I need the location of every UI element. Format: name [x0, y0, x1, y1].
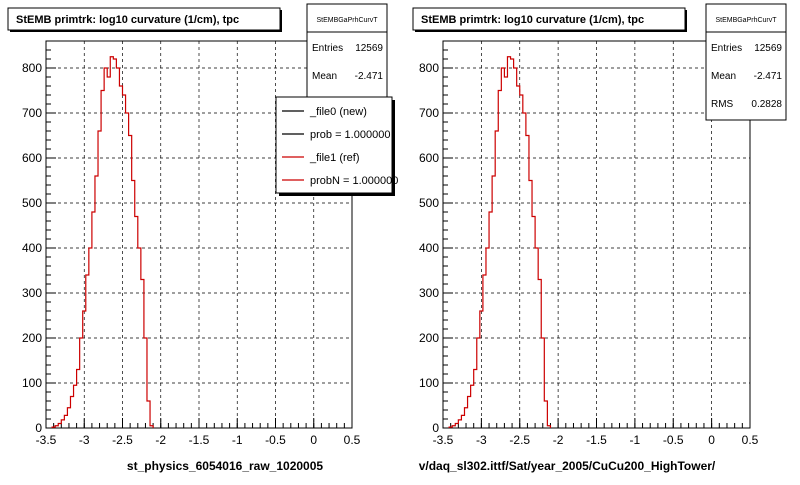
stats-box: [306, 3, 388, 99]
x-tick-label: -2: [155, 433, 166, 447]
legend-entry: probN = 1.000000: [310, 175, 398, 187]
stats-label: Entries: [312, 43, 343, 54]
y-tick-label: 0: [432, 421, 439, 435]
y-tick-label: 400: [22, 241, 42, 255]
y-tick-label: 700: [419, 106, 439, 120]
stats-value: 12569: [754, 43, 782, 54]
stats-label: RMS: [711, 99, 734, 110]
legend-box: [275, 96, 393, 194]
chart-title: StEMB primtrk: log10 curvature (1/cm), t…: [421, 14, 644, 26]
x-tick-label: -0.5: [663, 433, 684, 447]
stats-label: Mean: [312, 71, 337, 82]
stats-value: -2.471: [355, 71, 384, 82]
y-tick-label: 600: [419, 151, 439, 165]
x-tick-label: -0.5: [265, 433, 286, 447]
chart-title: StEMB primtrk: log10 curvature (1/cm), t…: [16, 14, 239, 26]
legend-entry: _file0 (new): [309, 106, 367, 118]
stats-box: [705, 3, 787, 121]
x-axis-label: st_physics_6054016_raw_1020005: [127, 459, 323, 473]
y-tick-label: 700: [22, 106, 42, 120]
legend-entry: prob = 1.000000: [310, 129, 390, 141]
y-tick-label: 200: [419, 331, 439, 345]
chart-pad-0: -3.5 -3 -2.5 -2 -1.5 -1 -0.5 0 0.5 0 100 200 300 400 5…: [7, 3, 398, 473]
y-tick-label: 300: [419, 286, 439, 300]
title-box: [412, 7, 686, 31]
y-tick-label: 400: [419, 241, 439, 255]
x-tick-label: 0: [708, 433, 715, 447]
legend-entry: _file1 (ref): [309, 152, 360, 164]
y-tick-label: 0: [35, 421, 42, 435]
chart-pad-1: -3.5 -3 -2.5 -2 -1.5 -1 -0.5 0 0.5 0 100 200 300 400 5…: [412, 3, 787, 473]
stats-label: Mean: [711, 71, 736, 82]
x-tick-label: -2: [553, 433, 564, 447]
title-box: [7, 7, 281, 31]
x-tick-label: 0: [310, 433, 317, 447]
histogram-series-line: [51, 56, 154, 428]
x-tick-label: -1.5: [586, 433, 607, 447]
stats-name: StEMBGaPrhCurvT: [316, 17, 378, 24]
x-tick-label: -3.5: [36, 433, 57, 447]
stats-label: Entries: [711, 43, 742, 54]
stats-name: StEMBGaPrhCurvT: [715, 17, 777, 24]
x-tick-label: -1.5: [189, 433, 210, 447]
x-tick-label: -2.5: [112, 433, 133, 447]
y-tick-label: 200: [22, 331, 42, 345]
histogram-series-line: [448, 56, 552, 428]
x-axis-label: v/daq_sl302.ittf/Sat/year_2005/CuCu200_H…: [419, 459, 716, 473]
x-tick-label: -3: [476, 433, 487, 447]
stats-value: -2.471: [754, 71, 783, 82]
stats-value: 0.2828: [751, 99, 782, 110]
y-tick-label: 600: [22, 151, 42, 165]
y-tick-label: 800: [22, 61, 42, 75]
y-tick-label: 100: [419, 376, 439, 390]
y-tick-label: 300: [22, 286, 42, 300]
y-tick-label: 500: [22, 196, 42, 210]
x-tick-label: -3: [79, 433, 90, 447]
x-tick-label: -2.5: [509, 433, 530, 447]
y-tick-label: 100: [22, 376, 42, 390]
x-tick-label: -1: [630, 433, 641, 447]
x-tick-label: 0.5: [344, 433, 361, 447]
x-tick-label: -1: [232, 433, 243, 447]
y-tick-label: 800: [419, 61, 439, 75]
x-tick-label: 0.5: [742, 433, 759, 447]
stats-value: 12569: [355, 43, 383, 54]
x-tick-label: -3.5: [433, 433, 454, 447]
y-tick-label: 500: [419, 196, 439, 210]
